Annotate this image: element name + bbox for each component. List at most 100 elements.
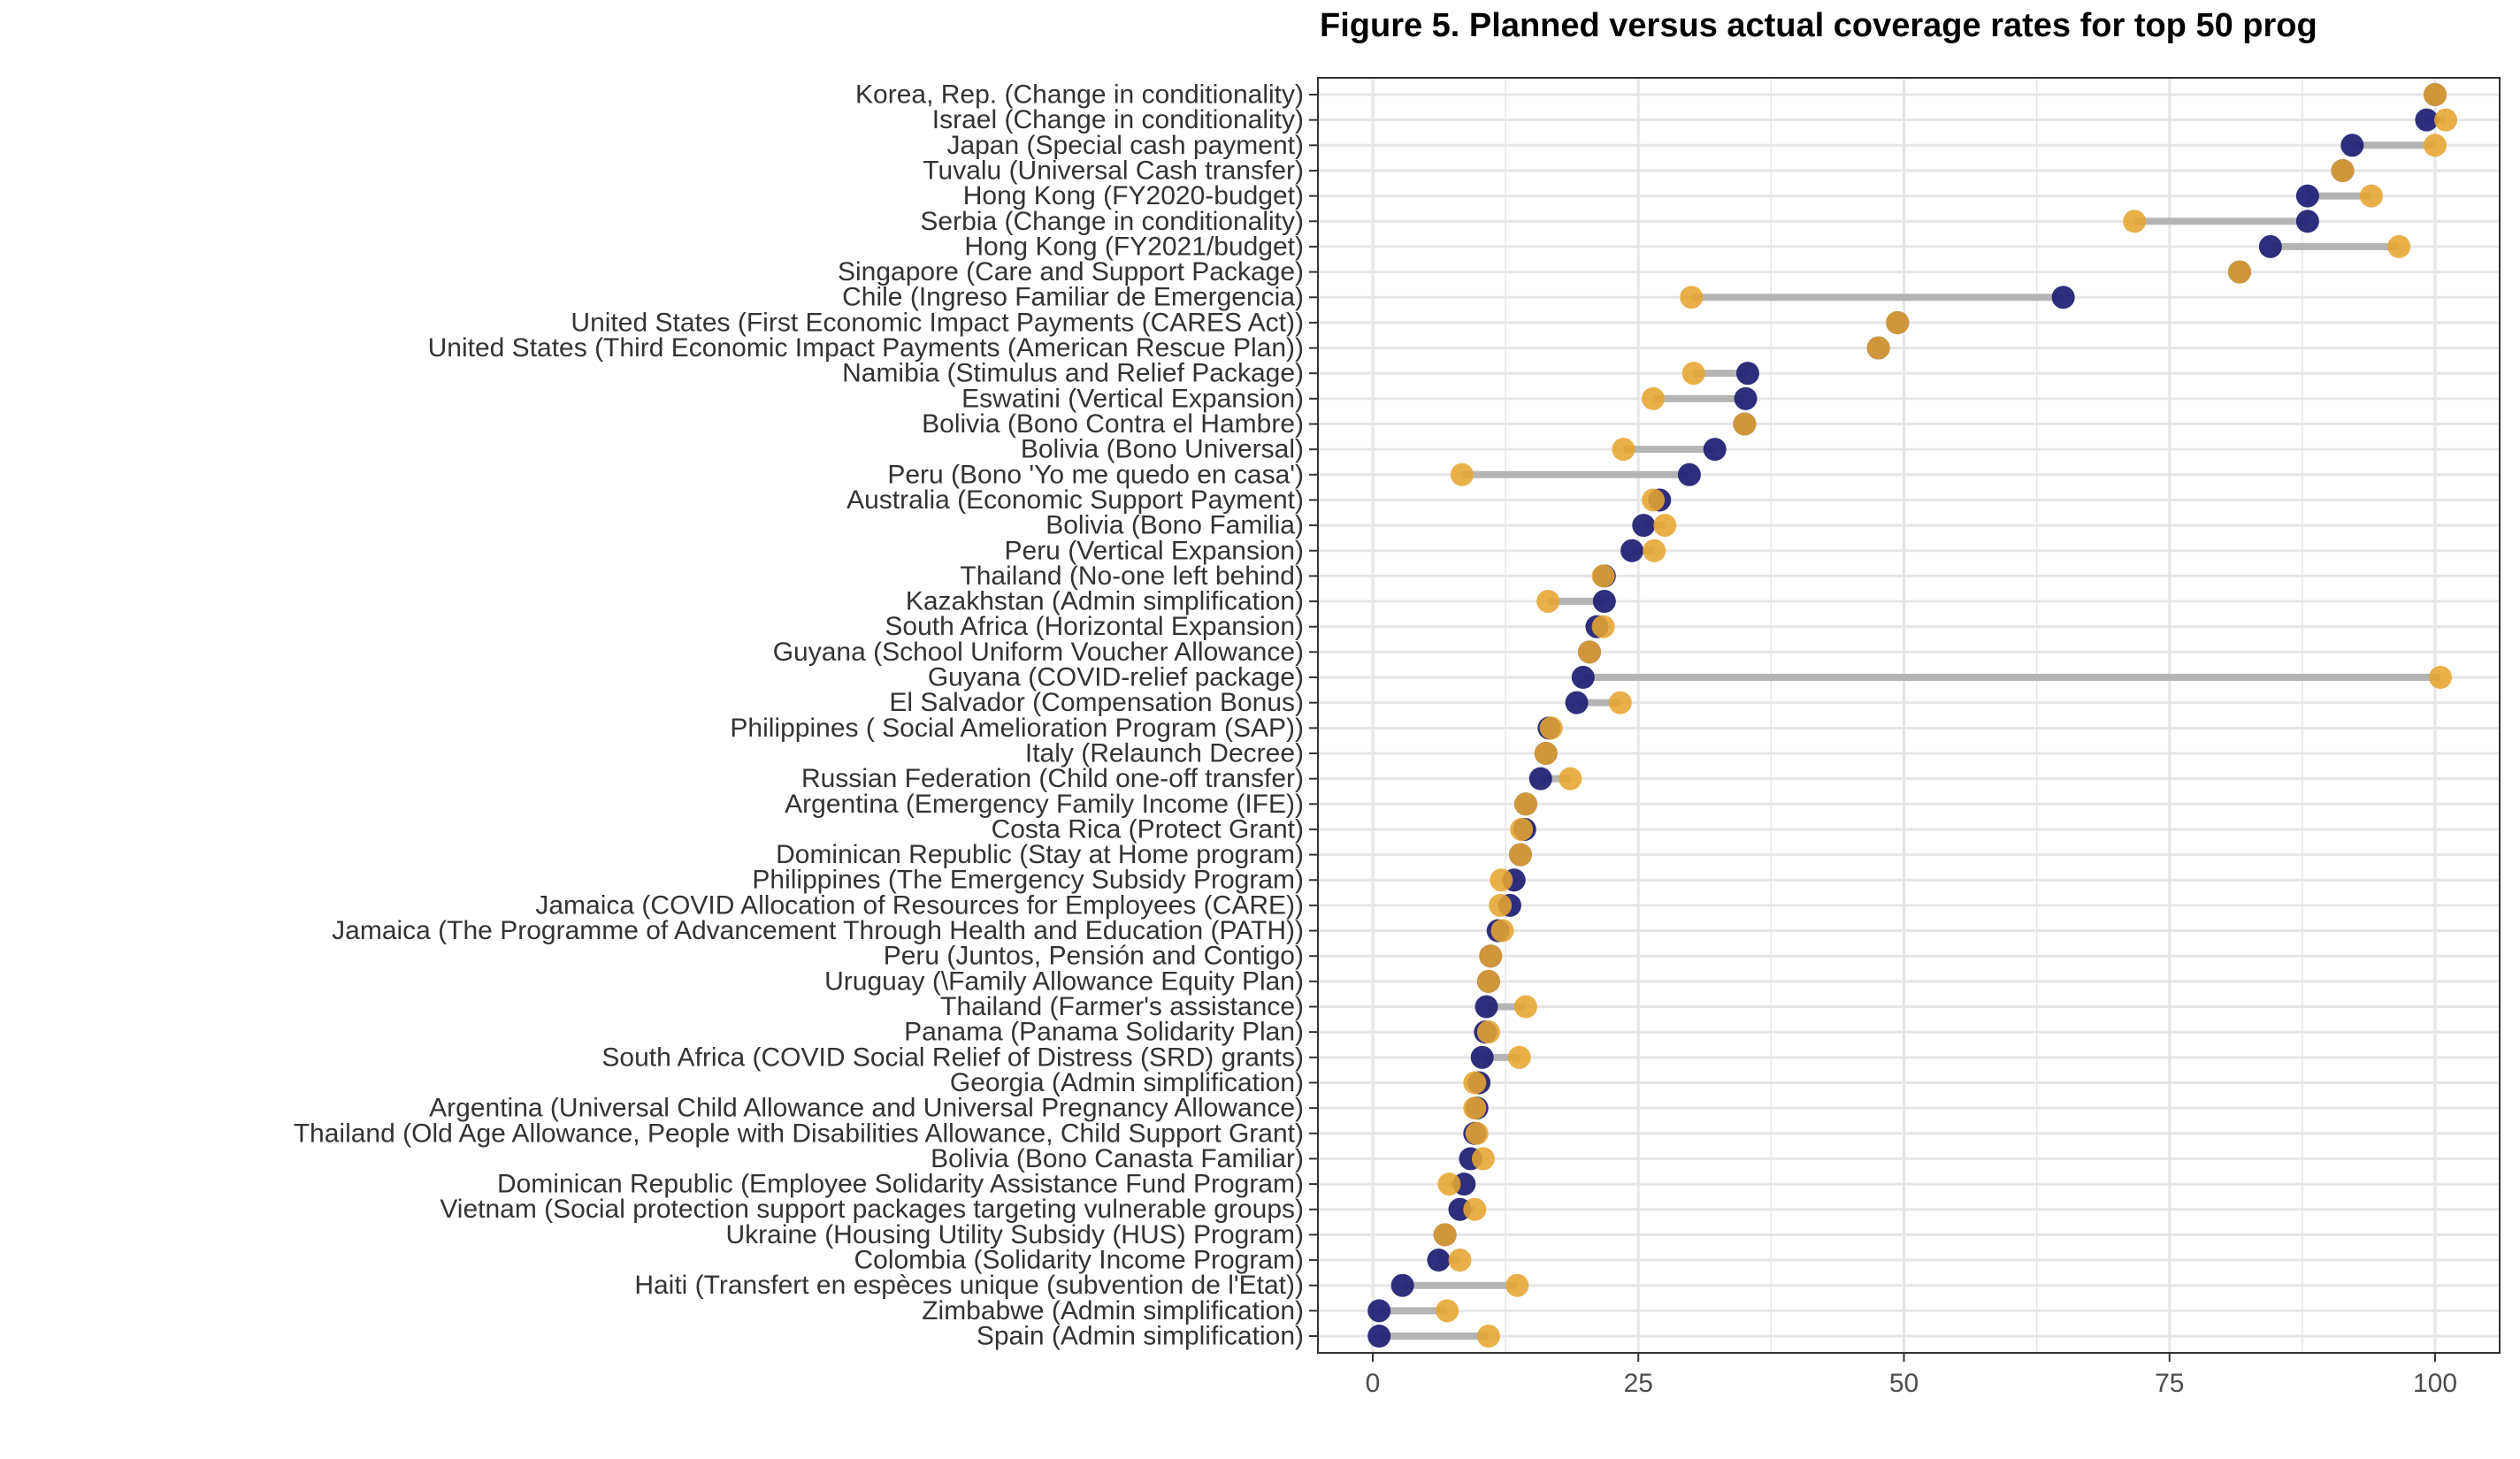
planned-point [1479, 944, 1503, 968]
planned-point [1513, 792, 1537, 816]
planned-point [2331, 158, 2355, 182]
planned-point [1536, 590, 1560, 614]
planned-point [1534, 741, 1558, 765]
actual-point [1703, 438, 1727, 462]
actual-point [2415, 108, 2439, 132]
y-tick-label: Kazakhstan (Admin simplification) [906, 587, 1304, 616]
y-tick-label: Zimbabwe (Admin simplification) [922, 1296, 1304, 1325]
planned-point [1476, 1020, 1500, 1044]
planned-point [1437, 1173, 1461, 1196]
actual-point [2258, 234, 2282, 258]
y-tick-label: Eswatini (Vertical Expansion) [961, 384, 1304, 413]
actual-point [1571, 666, 1595, 690]
planned-point [1886, 310, 1910, 334]
actual-point [2340, 134, 2364, 157]
y-tick-label: Spain (Admin simplification) [977, 1322, 1304, 1351]
planned-point [1463, 1096, 1487, 1120]
y-tick-label: Peru (Bono 'Yo me quedo en casa') [887, 460, 1304, 489]
planned-point [1643, 539, 1666, 562]
planned-point [1559, 767, 1582, 791]
planned-point [1448, 1249, 1472, 1272]
planned-point [1463, 1071, 1487, 1095]
planned-point [1505, 1273, 1529, 1297]
actual-point [1632, 514, 1656, 538]
planned-point [1513, 995, 1537, 1019]
actual-point [1390, 1273, 1414, 1297]
y-tick-label: Ukraine (Housing Utility Subsidy (HUS) P… [725, 1220, 1304, 1249]
y-tick-label: Israel (Change in conditionality) [932, 105, 1304, 134]
actual-point [1474, 995, 1498, 1019]
actual-point [1620, 539, 1644, 562]
actual-point [1470, 1045, 1494, 1069]
actual-point [1592, 590, 1616, 614]
y-tick-label: Russian Federation (Child one-off transf… [801, 764, 1304, 793]
y-tick-label: Bolivia (Bono Familia) [1046, 511, 1304, 540]
planned-point [1471, 1147, 1495, 1171]
x-tick-label: 75 [2155, 1369, 2184, 1398]
y-tick-label: Jamaica (The Programme of Advancement Th… [332, 916, 1304, 945]
y-tick-label: Uruguay (\Family Allowance Equity Plan) [824, 966, 1304, 996]
planned-point [1476, 969, 1500, 993]
planned-point [1539, 716, 1563, 740]
planned-point [2387, 234, 2411, 258]
planned-point [1653, 514, 1677, 538]
y-tick-label: Dominican Republic (Stay at Home program… [776, 840, 1304, 869]
y-tick-label: South Africa (COVID Social Relief of Dis… [601, 1043, 1304, 1072]
y-tick-label: Serbia (Change in conditionality) [920, 207, 1304, 236]
y-tick-label: Italy (Relaunch Decree) [1025, 738, 1304, 768]
planned-point [1591, 564, 1615, 588]
planned-point [1476, 1325, 1500, 1348]
y-tick-label: Thailand (No-one left behind) [960, 561, 1304, 591]
planned-point [1612, 438, 1635, 462]
actual-point [2295, 210, 2319, 233]
y-tick-label: Panama (Panama Solidarity Plan) [904, 1018, 1304, 1047]
y-tick-label: Bolivia (Bono Contra el Hambre) [922, 409, 1304, 439]
actual-point [1528, 767, 1552, 791]
panel-border [1317, 77, 2501, 1354]
x-tick-label: 0 [1366, 1369, 1381, 1398]
y-tick-label: Georgia (Admin simplification) [950, 1068, 1304, 1097]
y-tick-label: Namibia (Stimulus and Relief Package) [842, 359, 1304, 388]
planned-point [1490, 868, 1513, 892]
planned-point [1642, 488, 1666, 512]
y-tick-label: Bolivia (Bono Universal) [1021, 435, 1304, 464]
y-tick-label: Korea, Rep. (Change in conditionality) [855, 80, 1304, 110]
planned-point [1489, 893, 1513, 917]
actual-point [1565, 691, 1589, 714]
planned-point [1436, 1299, 1459, 1323]
y-tick-label: Haiti (Transfert en espèces unique (subv… [634, 1271, 1304, 1300]
data-points [1367, 83, 2458, 1348]
planned-point [2359, 184, 2383, 208]
planned-point [1490, 919, 1514, 943]
chart-title: Figure 5. Planned versus actual coverage… [1320, 7, 2317, 44]
y-tick-label: Guyana (School Uniform Voucher Allowance… [773, 638, 1304, 667]
planned-point [2429, 666, 2453, 690]
y-tick-label: United States (First Economic Impact Pay… [571, 308, 1304, 337]
planned-point [1681, 362, 1705, 386]
planned-point [1680, 286, 1704, 309]
actual-point [1367, 1299, 1391, 1323]
y-tick-label: Tuvalu (Universal Cash transfer) [923, 156, 1304, 185]
planned-point [1608, 691, 1632, 714]
planned-point [1465, 1121, 1489, 1145]
actual-point [1367, 1325, 1391, 1348]
planned-point [2434, 108, 2458, 132]
y-tick-label: Japan (Special cash payment) [946, 131, 1304, 160]
x-tick-label: 50 [1889, 1369, 1919, 1398]
y-tick-label: Jamaica (COVID Allocation of Resources f… [535, 890, 1304, 920]
y-tick-label: Guyana (COVID-relief package) [928, 663, 1304, 692]
planned-point [2228, 260, 2252, 284]
y-tick-label: Hong Kong (FY2021/budget) [964, 232, 1304, 261]
y-tick-label: Chile (Ingreso Familiar de Emergencia) [842, 283, 1304, 312]
y-tick-label: Bolivia (Bono Canasta Familiar) [931, 1144, 1304, 1173]
planned-point [1510, 817, 1534, 841]
x-tick-label: 25 [1624, 1369, 1653, 1398]
y-tick-label: Peru (Vertical Expansion) [1005, 536, 1305, 565]
x-axis: 0 25 50 75 100 [1366, 1353, 2457, 1398]
y-tick-label: United States (Third Economic Impact Pay… [428, 333, 1304, 363]
y-tick-label: Hong Kong (FY2020-budget) [963, 181, 1304, 210]
y-tick-label: Singapore (Care and Support Package) [838, 257, 1304, 286]
gridlines [1318, 78, 2500, 1353]
y-tick-label: South Africa (Horizontal Expansion) [885, 612, 1304, 641]
